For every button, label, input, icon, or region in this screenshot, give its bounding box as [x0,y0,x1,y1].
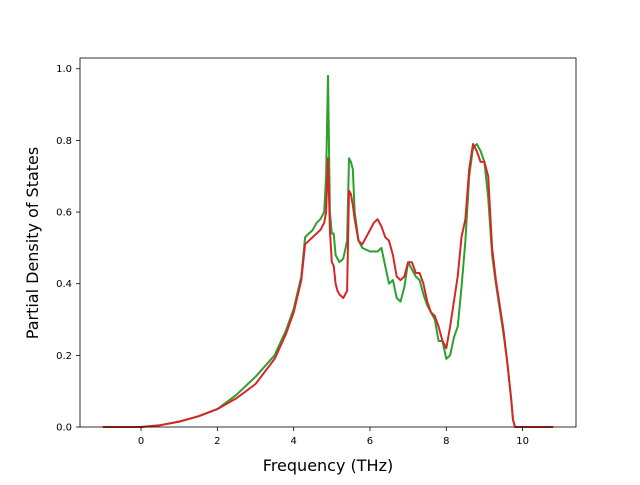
y-tick-label: 0.6 [56,208,72,219]
x-tick-label: 10 [516,436,529,447]
x-axis-label: Frequency (THz) [263,456,393,475]
y-axis-ticks: 0.0 0.2 0.4 0.6 0.8 1.0 [56,64,80,434]
x-tick-label: 6 [367,436,373,447]
y-tick-label: 0.2 [56,351,72,362]
x-tick-label: 8 [443,436,449,447]
y-tick-label: 0.0 [56,423,72,434]
series-line-2 [102,143,554,428]
x-tick-label: 2 [214,436,220,447]
plot-frame [79,57,577,428]
series-layer [102,74,554,428]
x-axis-ticks: 0 2 4 6 8 10 [138,427,529,447]
y-tick-label: 0.4 [56,279,72,290]
y-axis-label: Partial Density of States [23,147,42,339]
x-tick-label: 0 [138,436,144,447]
series-line-1 [102,74,554,428]
y-tick-label: 0.8 [56,136,72,147]
y-tick-label: 1.0 [56,64,72,75]
x-tick-label: 4 [290,436,296,447]
